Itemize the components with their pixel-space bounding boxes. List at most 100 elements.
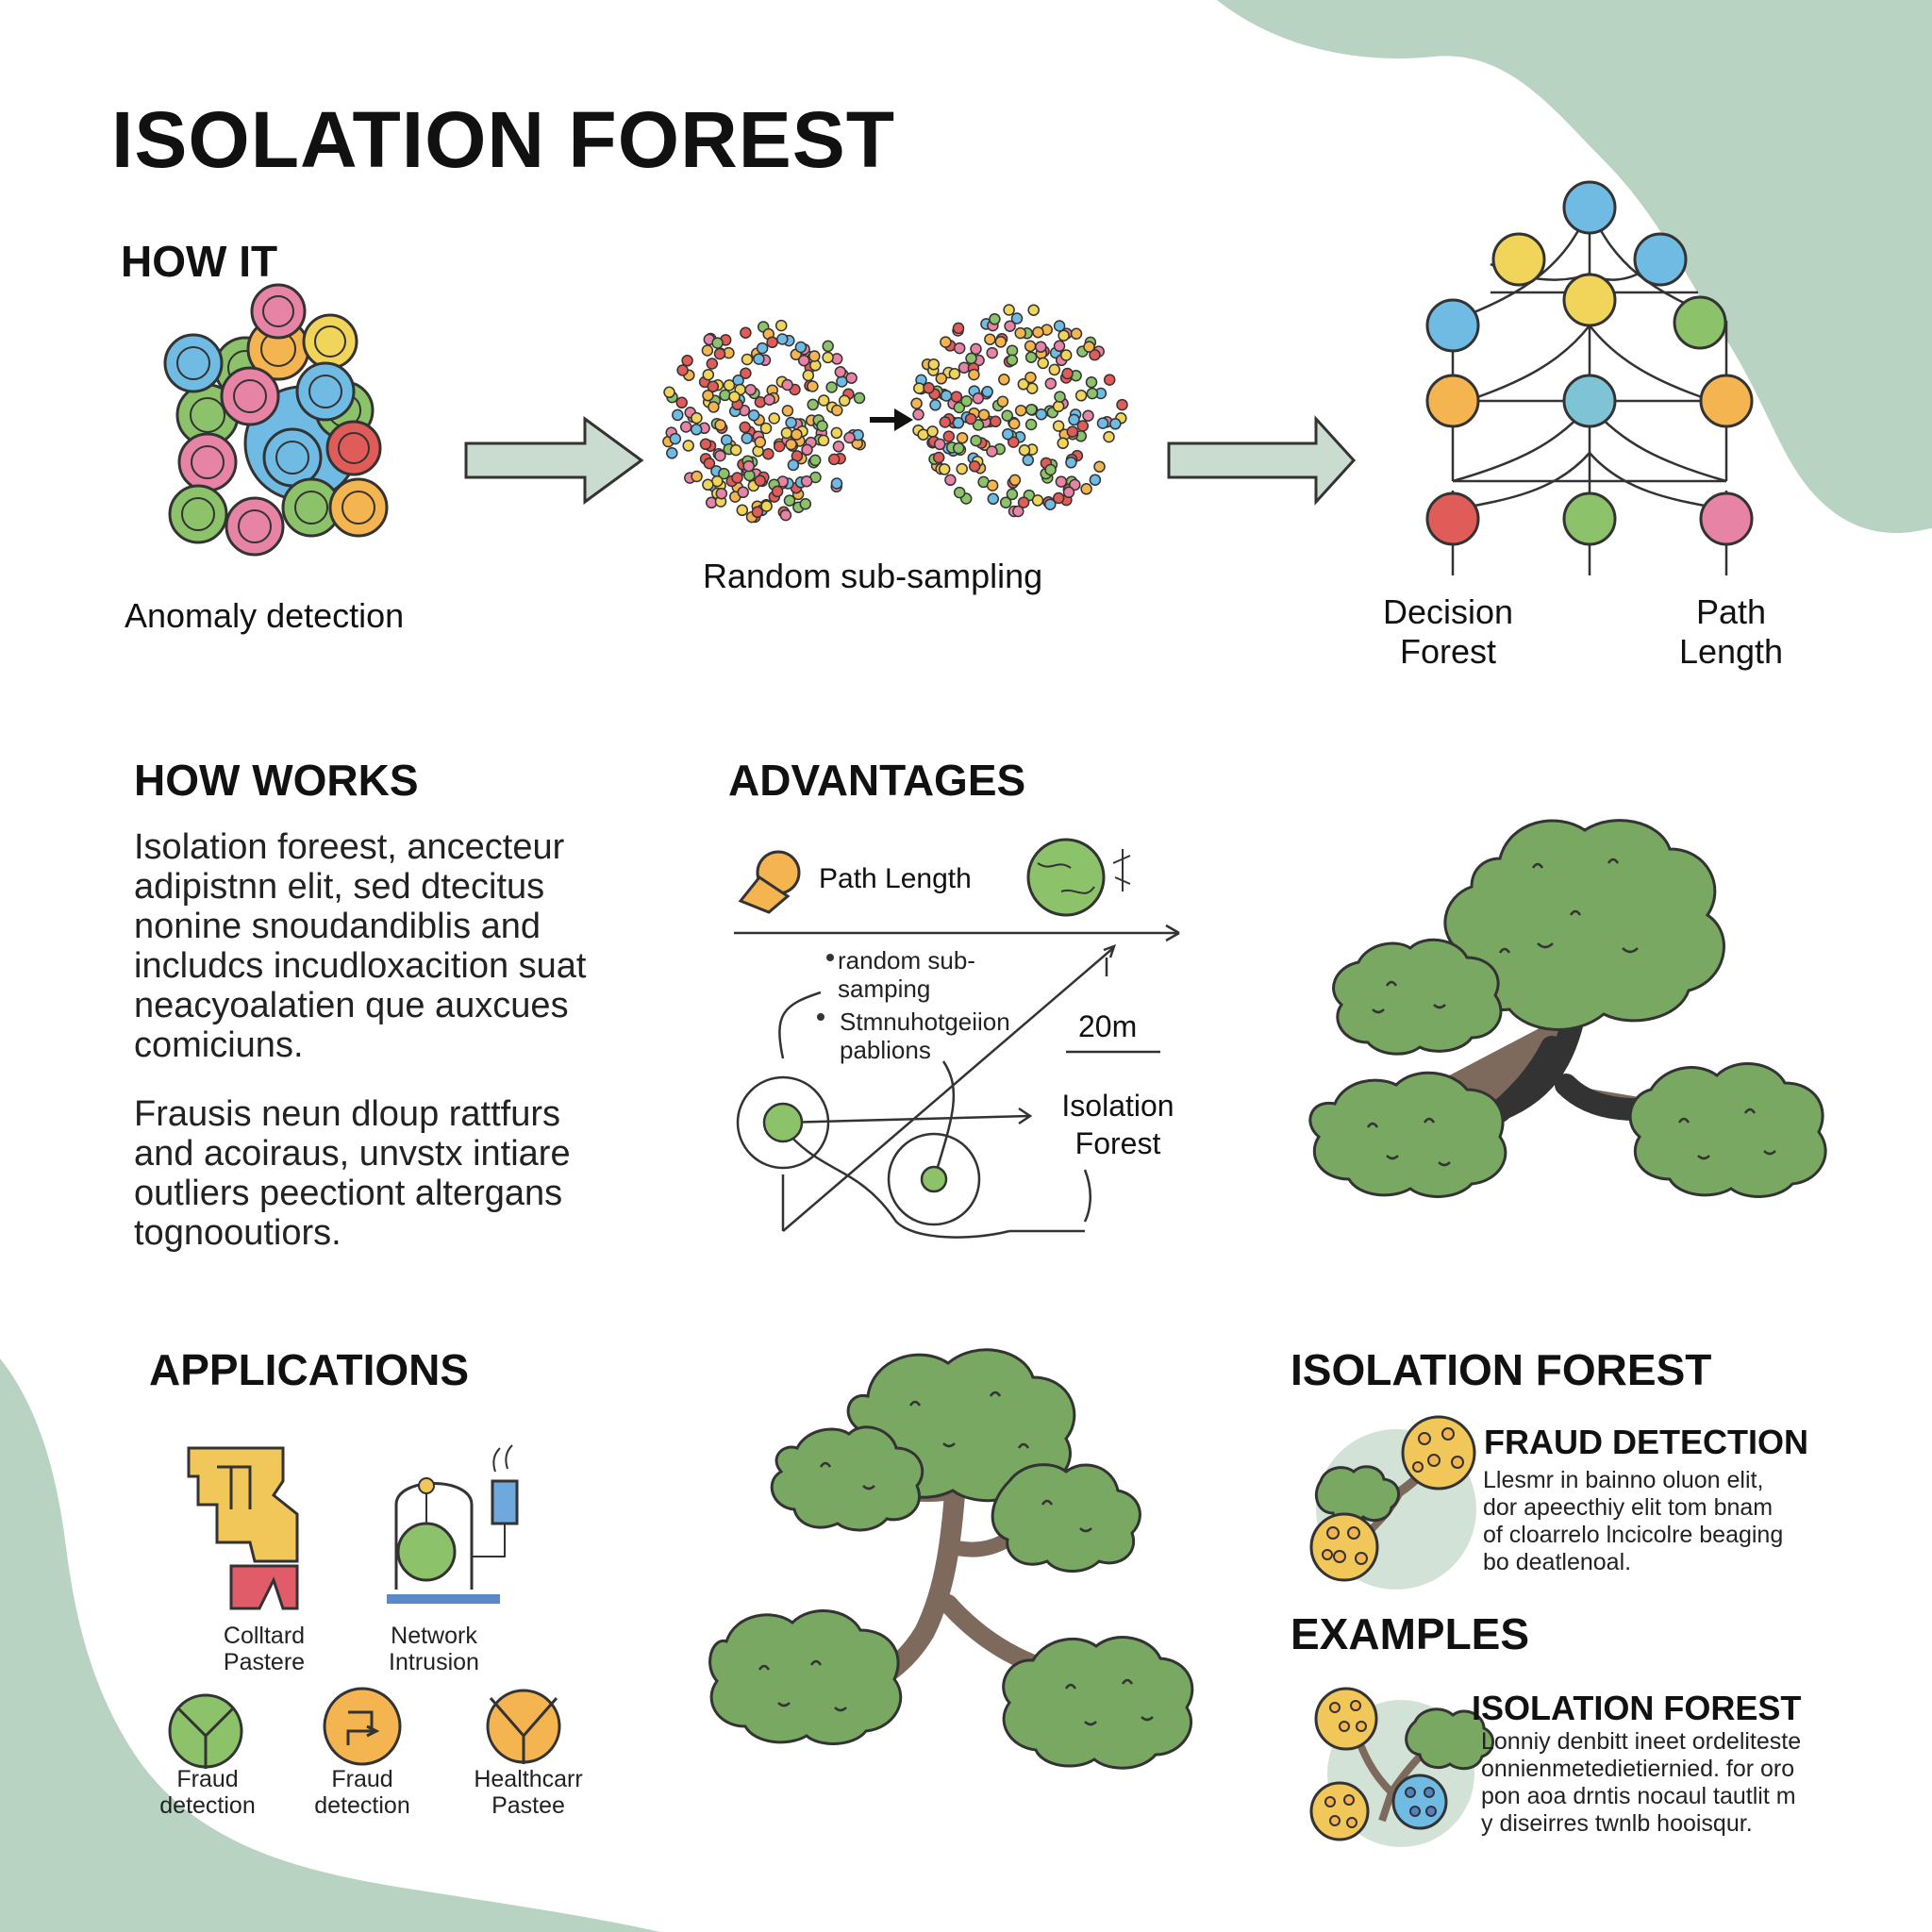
advantages-path-length-label: Path Length <box>819 863 972 894</box>
applications-heading: APPLICATIONS <box>149 1345 470 1394</box>
sample-dot <box>1053 340 1066 353</box>
examples-illustration <box>1309 1687 1494 1847</box>
application-label-3: Fraud detection <box>159 1766 256 1819</box>
dot-cloud-original <box>662 319 866 524</box>
sample-dot <box>1022 454 1035 467</box>
sample-dot <box>953 401 966 414</box>
advantages-diagram <box>734 924 1180 1239</box>
sample-dot <box>1017 496 1030 508</box>
sample-dot <box>940 390 953 402</box>
sample-dot <box>1006 488 1019 501</box>
sample-dot <box>1025 403 1038 416</box>
fraud-detection-title: FRAUD DETECTION <box>1484 1423 1808 1461</box>
sample-dot <box>1082 409 1094 422</box>
sample-dot <box>1031 494 1044 507</box>
sample-dot <box>691 411 703 425</box>
anomaly-cluster-icon <box>163 283 389 557</box>
sample-dot <box>822 351 834 364</box>
sample-dot <box>699 438 712 451</box>
dot-cloud-sampled <box>910 304 1128 518</box>
sample-dot <box>984 333 996 345</box>
sample-dot <box>950 391 963 403</box>
sample-dot <box>944 474 957 487</box>
sample-dot <box>771 485 784 498</box>
globe-icon <box>1026 838 1131 917</box>
path-length-icon <box>738 850 801 914</box>
sample-dot <box>797 354 810 367</box>
sample-dot <box>1080 483 1092 495</box>
sample-dot <box>714 419 726 431</box>
sample-dot <box>1089 474 1102 486</box>
sample-dot <box>825 381 838 393</box>
sample-dot <box>783 494 796 507</box>
sample-dot <box>1089 349 1101 361</box>
sample-dot <box>968 368 980 381</box>
sample-dot <box>756 341 769 355</box>
sample-dot <box>942 430 956 442</box>
flow-arrow-1 <box>464 416 644 505</box>
sample-dot <box>933 438 946 451</box>
sample-dot <box>1103 430 1115 443</box>
sample-dot <box>830 477 843 490</box>
sample-dot <box>1059 349 1073 361</box>
sample-dot <box>1002 427 1014 441</box>
sample-dot <box>970 342 982 356</box>
sample-dot <box>736 504 749 517</box>
sample-dot <box>785 438 797 451</box>
page-title: ISOLATION FOREST <box>111 95 896 184</box>
sample-dot <box>742 459 755 473</box>
sample-dot <box>994 336 1008 348</box>
blob-top-right <box>1217 0 1932 533</box>
sample-dot <box>987 492 1000 506</box>
sample-dot <box>1017 378 1030 391</box>
sample-dot <box>827 453 841 466</box>
sample-dot <box>1054 391 1066 403</box>
sample-dot <box>910 397 923 409</box>
sample-dot <box>1014 404 1027 417</box>
fraud-detection-icon-1 <box>168 1693 243 1769</box>
sample-dot <box>952 417 965 429</box>
sample-dot <box>1065 457 1077 469</box>
blob-bottom-left <box>0 1358 660 1932</box>
sample-dot <box>706 358 719 370</box>
sample-dot <box>741 432 754 444</box>
sample-dot <box>843 431 856 444</box>
sample-dot <box>701 344 714 357</box>
sample-dot <box>731 472 743 484</box>
sample-dot <box>794 341 808 354</box>
sample-dot <box>1058 329 1070 341</box>
sample-dot <box>728 391 741 403</box>
sample-dot <box>952 322 965 335</box>
sample-dot <box>1032 325 1044 339</box>
sample-dot <box>831 404 843 417</box>
sample-dot <box>1024 371 1037 384</box>
sample-dot <box>1109 418 1122 430</box>
sample-dot <box>802 369 815 382</box>
sample-dot <box>1001 409 1013 422</box>
sample-dot <box>799 497 812 510</box>
sample-dot <box>679 421 692 433</box>
sample-dot <box>1044 463 1057 476</box>
sample-dot <box>763 393 775 406</box>
sample-dot <box>663 386 675 399</box>
sample-dot <box>817 434 830 447</box>
sample-dot <box>718 467 730 480</box>
sample-dot <box>1008 474 1022 487</box>
sample-dot <box>1093 460 1106 473</box>
sample-dot <box>723 379 736 391</box>
sample-dot <box>1052 400 1065 413</box>
anomaly-detection-label: Anomaly detection <box>125 596 405 635</box>
application-label-2: Network Intrusion <box>389 1623 479 1675</box>
sample-dot <box>1085 375 1098 389</box>
sample-dot <box>972 392 985 405</box>
sample-dot <box>940 336 952 348</box>
advantages-distance: 20m <box>1078 1009 1138 1043</box>
sample-dot <box>1035 408 1048 421</box>
application-label-1: Colltard Pastere <box>223 1623 306 1675</box>
fraud-detection-illustration <box>1309 1415 1476 1590</box>
sample-dot <box>1024 340 1037 353</box>
sample-dot <box>1074 390 1088 402</box>
how-works-heading: HOW WORKS <box>134 756 419 805</box>
sample-dot <box>776 333 789 345</box>
